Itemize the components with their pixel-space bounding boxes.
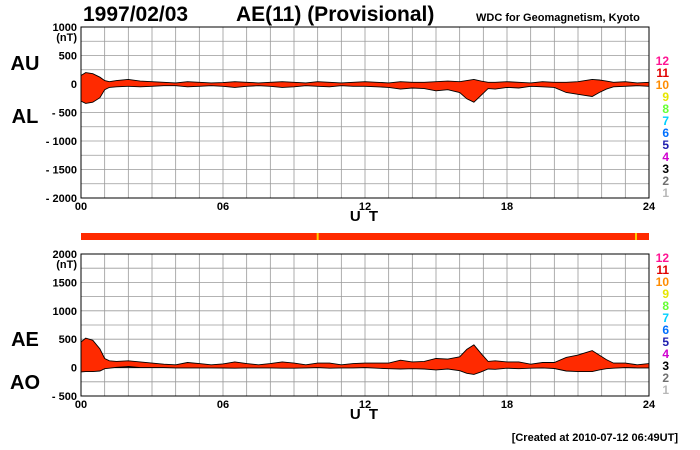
au-al-y-tick-label: - 2000: [46, 193, 77, 205]
ae-ao-x-tick-label: 00: [75, 399, 87, 411]
au-al-y-tick-label: 1000: [53, 22, 77, 34]
ae-ao-x-tick-label: 12: [359, 399, 371, 411]
index-title: AE(11) (Provisional): [236, 3, 435, 26]
ae-ao-station-legend-3: 3: [662, 359, 669, 373]
ae-ao-series-ao: [80, 366, 649, 375]
ae-ao-station-legend-8: 8: [662, 299, 669, 313]
ae-ao-x-axis-label: U T: [350, 406, 380, 423]
ae-ao-station-legend-12: 12: [656, 251, 670, 265]
ae-ao-station-legend-6: 6: [662, 323, 669, 337]
ae-ao-area-fill: [81, 338, 649, 375]
au-al-station-legend-5: 5: [662, 138, 669, 152]
ae-ao-series-ae: [80, 337, 650, 366]
au-al-x-tick-label: 00: [75, 201, 87, 213]
au-al-station-legend-3: 3: [662, 162, 669, 176]
ae-ao-unit-label: (nT): [56, 259, 77, 271]
ae-ao-plot-border: [80, 253, 650, 397]
ae-ao-x-tick-label: 24: [643, 399, 656, 411]
ae-ao-y-tick-label: 1000: [53, 306, 77, 318]
ae-ao-station-legend-5: 5: [662, 335, 669, 349]
au-al-series-au: [80, 72, 650, 84]
ae-ao-y-tick-label: 1500: [53, 277, 77, 289]
au-al-station-legend-2: 2: [662, 174, 669, 188]
ae-ao-y-tick-label: - 500: [52, 391, 77, 403]
au-al-series-al: [80, 85, 650, 104]
ae-ao-x-tick-label: 18: [501, 399, 513, 411]
ae-ao-y-tick-label: 2000: [53, 249, 77, 261]
status-marker: [634, 233, 637, 240]
ae-ao-y-tick-label: 500: [59, 334, 77, 346]
au-al-unit-label: (nT): [56, 32, 77, 44]
ae-ao-station-legend-11: 11: [656, 263, 669, 277]
source-label: WDC for Geomagnetism, Kyoto: [476, 12, 640, 24]
au-al-station-legend-1: 1: [662, 186, 669, 200]
au-al-series-label-al: AL: [12, 106, 39, 128]
ae-ao-station-legend-4: 4: [662, 347, 669, 361]
created-timestamp: [Created at 2010-07-12 06:49UT]: [511, 432, 678, 444]
au-al-station-legend-4: 4: [662, 150, 669, 164]
ae-ao-series-label-ae: AE: [11, 329, 39, 351]
au-al-x-tick-label: 06: [217, 201, 229, 213]
au-al-station-legend-9: 9: [662, 90, 669, 104]
ae-ao-station-legend-9: 9: [662, 287, 669, 301]
au-al-y-tick-label: 500: [59, 51, 77, 63]
au-al-station-legend-10: 10: [656, 78, 670, 92]
ae-ao-series-label-ao: AO: [10, 372, 40, 394]
au-al-series-label-au: AU: [11, 53, 40, 75]
au-al-x-tick-label: 12: [359, 201, 371, 213]
ae-ao-x-tick-label: 06: [217, 399, 229, 411]
ae-ao-station-legend-2: 2: [662, 371, 669, 385]
au-al-station-legend-6: 6: [662, 126, 669, 140]
au-al-plot-border: [80, 26, 650, 199]
au-al-y-tick-label: - 1000: [46, 136, 77, 148]
au-al-station-legend-8: 8: [662, 102, 669, 116]
date-title: 1997/02/03: [83, 3, 189, 26]
status-marker: [316, 233, 319, 240]
data-status-bar: [81, 233, 649, 240]
au-al-station-legend-7: 7: [662, 114, 669, 128]
ae-ao-station-legend-1: 1: [662, 383, 669, 397]
au-al-y-tick-label: 0: [71, 79, 77, 91]
ae-ao-station-legend-10: 10: [656, 275, 670, 289]
au-al-station-legend-12: 12: [656, 54, 670, 68]
au-al-y-tick-label: - 500: [52, 108, 77, 120]
au-al-x-tick-label: 24: [643, 201, 656, 213]
au-al-x-tick-label: 18: [501, 201, 513, 213]
au-al-y-tick-label: - 1500: [46, 165, 77, 177]
ae-ao-y-tick-label: 0: [71, 363, 77, 375]
au-al-station-legend-11: 11: [656, 66, 669, 80]
au-al-x-axis-label: U T: [350, 208, 380, 225]
ae-ao-station-legend-7: 7: [662, 311, 669, 325]
